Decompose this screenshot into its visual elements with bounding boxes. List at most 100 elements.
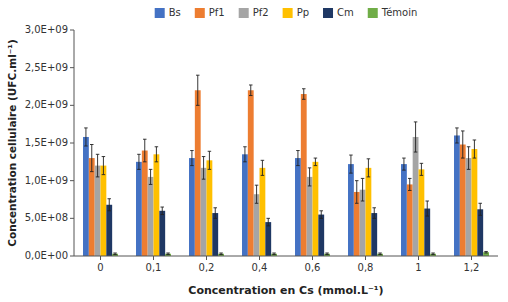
error-bar	[96, 154, 99, 177]
error-bar	[455, 128, 458, 143]
bar	[189, 158, 195, 256]
bar	[242, 154, 248, 256]
x-tick-label: 1	[415, 262, 421, 273]
error-bar	[213, 208, 216, 219]
chart: 0,0E+005,0E+081,0E+091,5E+092,0E+092,5E+…	[0, 0, 508, 302]
bar	[407, 184, 413, 256]
error-bar	[149, 169, 152, 184]
y-tick-label: 2,0E+09	[25, 99, 68, 110]
x-tick	[365, 256, 366, 260]
legend-swatch	[283, 8, 293, 18]
bar	[466, 158, 472, 256]
error-bar	[461, 131, 464, 158]
error-bar	[319, 211, 322, 219]
legend: BsPf1Pf2PpCmTémoin	[155, 7, 418, 18]
error-bar	[296, 151, 299, 166]
bar	[483, 252, 489, 256]
error-bar	[302, 89, 305, 100]
y-tick-label: 5,0E+08	[25, 212, 68, 223]
error-bar	[196, 75, 199, 105]
bar	[207, 160, 213, 256]
error-bar	[202, 157, 205, 180]
legend-swatch	[239, 8, 249, 18]
legend-swatch	[195, 8, 205, 18]
legend-label: Pf1	[209, 7, 225, 18]
y-tick-label: 3,0E+09	[25, 24, 68, 35]
legend-swatch	[323, 8, 333, 18]
bar	[413, 137, 419, 256]
error-bar	[478, 203, 481, 215]
error-bar	[90, 145, 93, 172]
x-tick-label: 0,4	[252, 262, 268, 273]
y-tick	[70, 218, 74, 219]
error-bar	[308, 168, 311, 186]
bar	[454, 135, 460, 256]
bar	[348, 164, 354, 256]
error-bar	[261, 160, 264, 175]
bar	[295, 158, 301, 256]
error-bar	[431, 253, 434, 255]
bar	[248, 90, 254, 256]
error-bar	[190, 151, 193, 166]
bar	[371, 213, 377, 256]
x-tick	[418, 256, 419, 260]
y-tick	[70, 256, 74, 257]
error-bar	[467, 147, 470, 170]
bar	[477, 209, 483, 256]
bar	[106, 205, 112, 256]
bar	[307, 177, 313, 256]
legend-label: Témoin	[381, 7, 418, 18]
bar	[401, 164, 407, 256]
error-bar	[325, 253, 328, 255]
bar	[148, 177, 154, 256]
error-bar	[355, 181, 358, 204]
bar	[318, 215, 324, 256]
error-bar	[420, 163, 423, 175]
bar	[101, 166, 107, 256]
bar	[195, 90, 201, 256]
y-tick-label: 0,0E+00	[25, 250, 68, 261]
bar	[212, 213, 218, 256]
error-bar	[160, 207, 163, 215]
error-bar	[408, 178, 411, 190]
bar	[136, 162, 142, 256]
x-tick-label: 1,2	[464, 262, 480, 273]
legend-label: Cm	[337, 7, 354, 18]
error-bar	[243, 147, 246, 162]
y-tick	[70, 67, 74, 68]
error-bar	[137, 154, 140, 169]
x-tick-label: 0,2	[199, 262, 215, 273]
legend-label: Pp	[297, 7, 309, 18]
y-tick	[70, 30, 74, 31]
error-bar	[84, 128, 87, 146]
legend-swatch	[155, 8, 165, 18]
y-tick	[70, 105, 74, 106]
error-bar	[349, 155, 352, 173]
error-bar	[107, 199, 110, 211]
error-bar	[402, 158, 405, 170]
error-bar	[425, 201, 428, 216]
error-bar	[361, 178, 364, 201]
x-tick-label: 0,1	[146, 262, 162, 273]
error-bar	[249, 85, 252, 96]
error-bar	[414, 122, 417, 152]
bar	[260, 168, 266, 256]
x-tick-label: 0	[97, 262, 103, 273]
x-tick-label: 0,6	[305, 262, 321, 273]
error-bar	[484, 251, 487, 253]
x-tick	[153, 256, 154, 260]
bar	[313, 162, 319, 256]
bar	[366, 168, 372, 256]
error-bar	[208, 151, 211, 169]
y-tick-label: 2,5E+09	[25, 62, 68, 73]
bar	[265, 222, 271, 256]
y-tick	[70, 143, 74, 144]
bar	[472, 149, 478, 256]
error-bar	[367, 159, 370, 177]
bar	[460, 145, 466, 256]
bar	[419, 169, 425, 256]
bar	[142, 151, 148, 256]
y-axis-label: Concentration cellulaire (UFC.ml⁻¹)	[6, 39, 18, 246]
bar	[95, 166, 101, 256]
x-tick	[100, 256, 101, 260]
